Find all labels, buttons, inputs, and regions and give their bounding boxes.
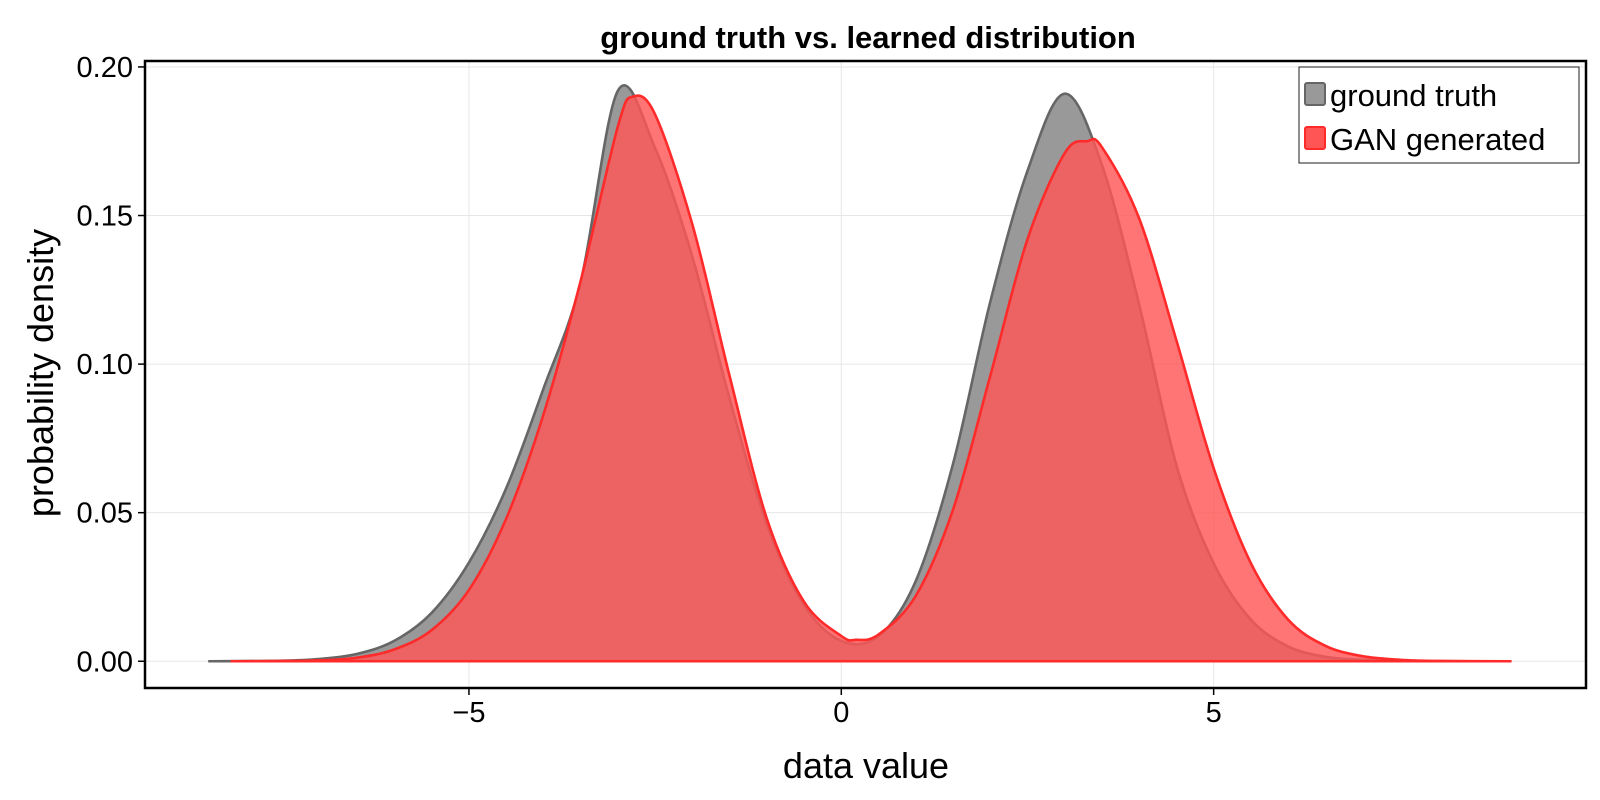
x-axis-label: data value [783,745,949,786]
x-tick-label: 5 [1206,697,1222,729]
y-axis-ticks: 0.00 0.05 0.10 0.15 0.20 [77,52,145,678]
y-tick-label: 0.05 [77,498,133,530]
plot-frame [143,59,1588,690]
chart-title: ground truth vs. learned distribution [600,20,1136,55]
series-layer [208,84,1512,663]
y-tick-label: 0.10 [77,349,133,381]
y-tick-label: 0.15 [77,201,133,233]
y-axis-label: probability density [20,229,61,517]
legend-swatch-gan-generated [1304,126,1326,150]
gan-generated-line [230,94,1512,663]
legend-swatch-ground-truth [1304,82,1326,106]
y-tick-label: 0.00 [77,646,133,678]
x-tick-label: 0 [833,697,849,729]
legend: ground truth GAN generated [1298,66,1580,164]
x-tick-label: −5 [452,697,485,729]
x-axis-ticks: −5 0 5 [452,688,1222,729]
legend-label-ground-truth: ground truth [1330,78,1497,113]
legend-label-gan-generated: GAN generated [1330,122,1545,157]
legend-box [1298,66,1580,164]
y-tick-label: 0.20 [77,52,133,84]
gan-generated-area [230,95,1512,662]
